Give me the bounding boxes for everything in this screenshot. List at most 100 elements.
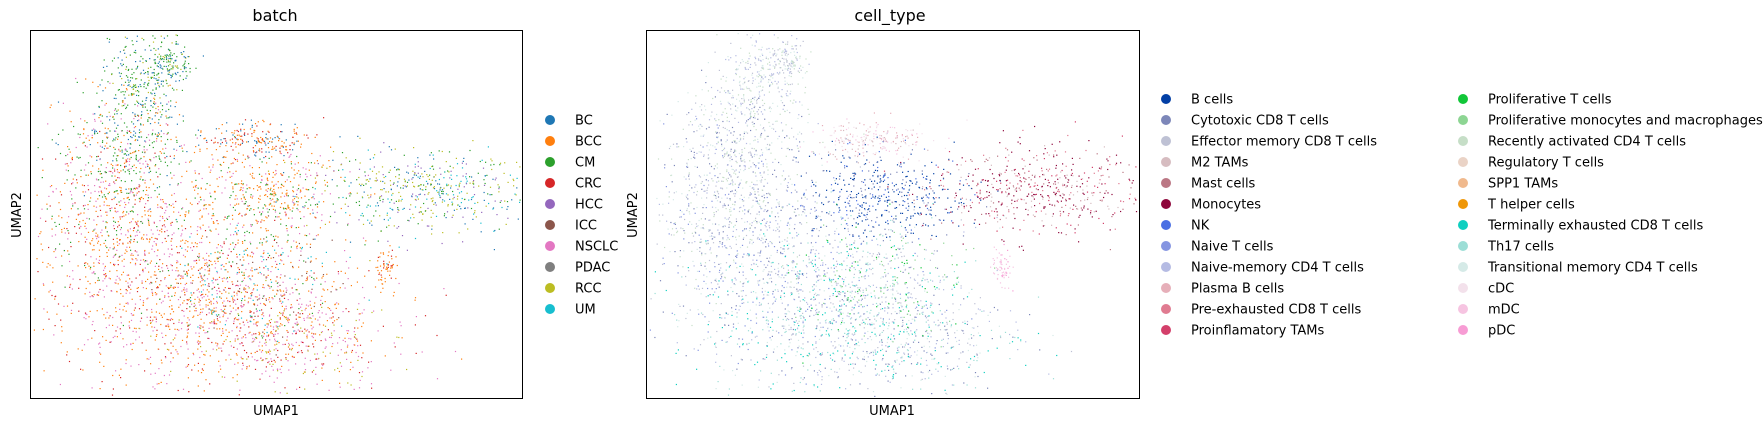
scatter-point [70,246,72,248]
scatter-point [268,360,270,363]
scatter-point [194,170,196,172]
scatter-point [210,230,212,232]
scatter-point [170,240,172,242]
scatter-point [773,53,775,55]
scatter-point [113,228,115,230]
scatter-point [781,96,783,98]
scatter-point [147,263,149,265]
scatter-point [378,279,380,281]
scatter-point [313,272,315,274]
scatter-point [222,330,224,332]
scatter-point [414,299,416,301]
scatter-point [719,91,721,93]
scatter-point [276,377,278,379]
scatter-point [295,333,297,335]
scatter-point [778,91,780,93]
scatter-point [212,348,214,350]
scatter-point [144,261,146,263]
scatter-point [339,287,341,289]
scatter-point [272,363,274,365]
scatter-point [261,317,263,320]
scatter-point [151,291,153,293]
scatter-point [280,372,282,374]
scatter-point [153,77,155,79]
scatter-point [279,284,281,286]
scatter-point [222,332,224,334]
scatter-point [397,208,399,211]
scatter-point [211,215,213,217]
scatter-point [160,130,162,132]
scatter-point [159,158,161,160]
scatter-point [206,264,208,266]
scatter-point [187,246,189,248]
scatter-point [74,226,76,228]
scatter-point [96,132,99,134]
scatter-point [247,141,249,143]
y-axis-label-batch: UMAP2 [10,192,25,238]
scatter-point [117,136,119,138]
scatter-point [148,271,150,273]
scatter-point [454,350,457,353]
scatter-point [462,160,464,162]
scatter-point [124,166,126,169]
scatter-point [351,349,353,352]
scatter-point [105,317,107,319]
scatter-point [261,148,263,150]
scatter-point [432,154,434,156]
scatter-point [137,115,140,117]
scatter-point [165,123,167,125]
scatter-point [214,141,216,143]
scatter-point [120,227,122,229]
scatter-point [672,199,674,201]
scatter-point [112,238,114,240]
scatter-point [213,286,216,288]
scatter-point [262,286,264,288]
scatter-point [302,372,304,375]
scatter-point [236,138,238,140]
scatter-point [212,311,214,313]
scatter-point [295,314,297,316]
scatter-point [430,216,432,218]
scatter-point [308,162,310,164]
scatter-point [146,234,148,236]
scatter-point [707,62,709,64]
scatter-point [205,299,207,301]
scatter-point [72,182,74,184]
scatter-point [101,146,103,148]
scatter-point [296,207,298,210]
scatter-point [178,114,181,116]
scatter-point [252,147,254,149]
scatter-point [460,191,463,193]
scatter-point [159,215,161,217]
scatter-point [96,159,98,161]
scatter-point [232,188,234,190]
scatter-point [781,57,783,59]
scatter-point [290,261,292,264]
scatter-point [203,390,205,392]
scatter-point [373,310,375,312]
scatter-point [291,225,293,227]
scatter-point [94,113,96,115]
scatter-point [95,178,98,180]
scatter-point [191,242,193,244]
scatter-point [367,219,369,221]
scatter-point [181,322,183,324]
scatter-point [114,207,116,209]
scatter-point [305,168,307,170]
scatter-point [672,143,675,145]
scatter-point [170,205,172,207]
scatter-point [774,67,776,69]
scatter-point [125,249,127,251]
scatter-point [71,157,73,160]
scatter-point [144,254,146,256]
scatter-point [217,283,219,285]
scatter-point [85,262,87,264]
scatter-point [103,269,105,271]
scatter-point [321,265,323,268]
scatter-point [284,207,287,210]
scatter-point [103,242,105,244]
scatter-point [207,266,209,268]
scatter-point [342,196,344,199]
scatter-point [184,214,186,216]
scatter-point [285,308,287,310]
